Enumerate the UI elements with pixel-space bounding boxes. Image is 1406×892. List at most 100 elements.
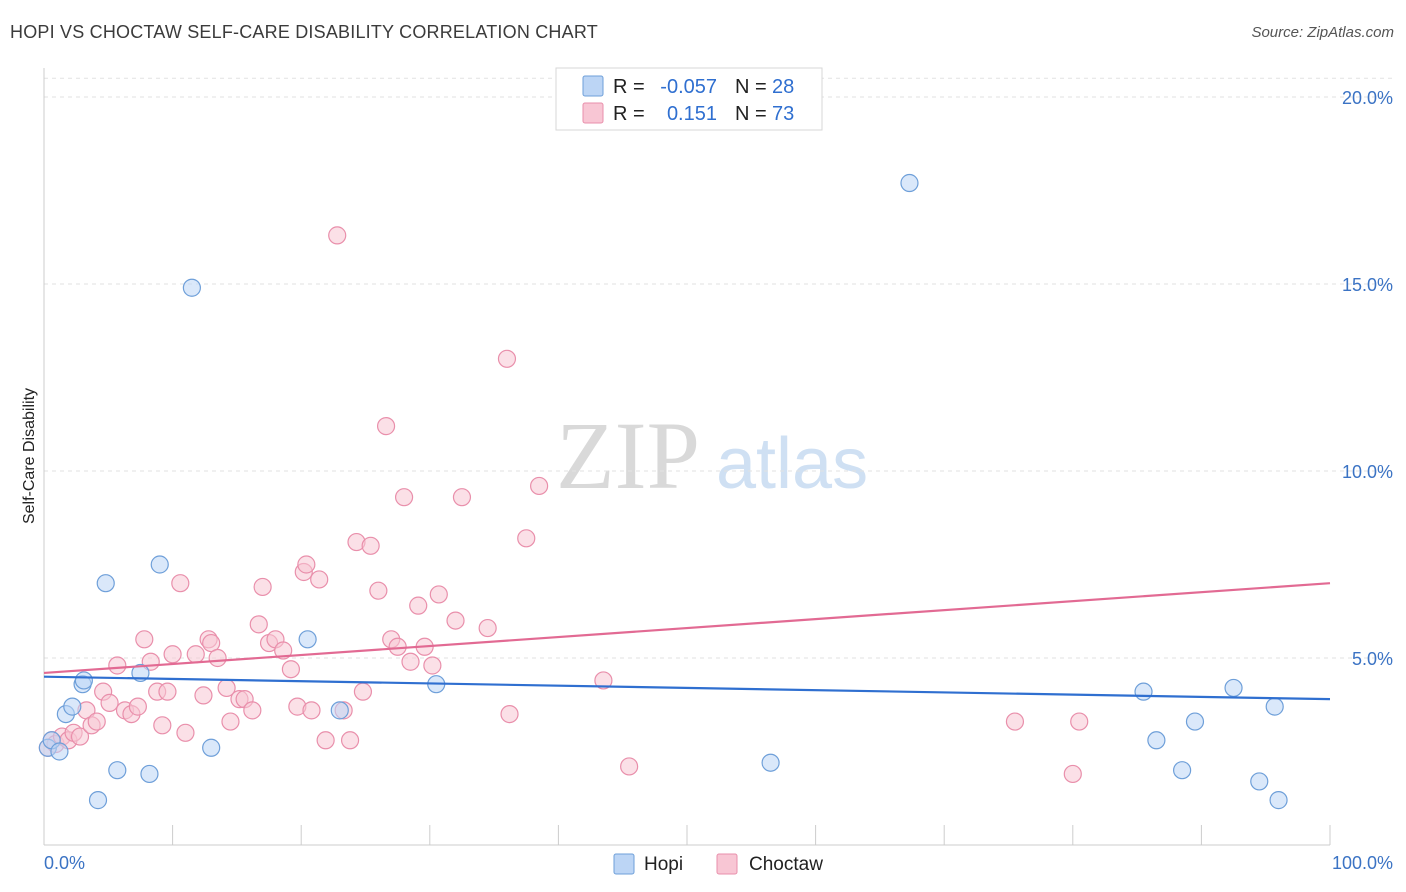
hopi-n-value: 28 <box>772 76 794 98</box>
choctaw-point <box>423 656 442 675</box>
choctaw-point <box>361 536 380 555</box>
choctaw-point <box>163 645 182 664</box>
hopi-point <box>140 764 159 784</box>
hopi-point <box>1265 697 1284 716</box>
choctaw-point <box>153 716 172 735</box>
y-tick-label: 10.0% <box>1342 462 1393 482</box>
choctaw-point <box>186 645 205 664</box>
choctaw-point <box>243 701 262 720</box>
x-tick-label-min: 0.0% <box>44 853 85 873</box>
choctaw-point <box>1063 764 1082 784</box>
hopi-legend-label: Hopi <box>644 854 683 875</box>
hopi-point <box>182 278 201 297</box>
hopi-r-value: -0.057 <box>660 76 717 98</box>
choctaw-point <box>253 577 272 597</box>
choctaw-point <box>530 476 549 496</box>
choctaw-point <box>1070 712 1089 731</box>
choctaw-point <box>158 682 177 701</box>
y-tick-label: 20.0% <box>1342 88 1393 108</box>
choctaw-point <box>108 656 127 675</box>
hopi-point <box>50 742 69 761</box>
choctaw-point <box>176 723 195 742</box>
choctaw-point <box>87 712 106 731</box>
choctaw-n-label: N = <box>735 103 767 125</box>
choctaw-point <box>394 488 414 507</box>
choctaw-point <box>310 570 329 589</box>
chart-title: HOPI VS CHOCTAW SELF-CARE DISABILITY COR… <box>10 22 598 42</box>
y-axis-title: Self-Care Disability <box>21 388 38 524</box>
choctaw-point <box>328 226 347 245</box>
hopi-point <box>330 701 349 720</box>
choctaw-point <box>500 704 519 724</box>
choctaw-point <box>221 712 240 731</box>
choctaw-point <box>128 697 147 716</box>
choctaw-point <box>340 731 360 750</box>
choctaw-point <box>194 686 213 705</box>
y-tick-label: 5.0% <box>1352 649 1393 669</box>
choctaw-trend-line <box>43 582 1331 675</box>
choctaw-point <box>249 615 268 634</box>
hopi-n-label: N = <box>735 76 767 98</box>
hopi-point <box>1173 761 1192 780</box>
choctaw-point <box>208 648 227 668</box>
y-tick-label: 15.0% <box>1342 275 1393 295</box>
choctaw-point <box>100 693 119 712</box>
y-tick-labels: 5.0% 10.0% 15.0% 20.0% <box>1342 88 1393 669</box>
gridlines <box>44 77 1393 659</box>
x-tick-label-max: 100.0% <box>1332 853 1393 873</box>
choctaw-point <box>353 682 373 701</box>
hopi-point <box>150 555 169 574</box>
choctaw-legend-icon <box>716 853 738 875</box>
choctaw-point <box>446 611 465 630</box>
watermark-atlas: atlas <box>716 424 868 504</box>
choctaw-point <box>478 618 497 638</box>
hopi-legend-icon <box>613 853 635 875</box>
hopi-point <box>96 574 115 593</box>
hopi-point <box>1224 678 1243 698</box>
hopi-trend-line <box>43 675 1331 701</box>
choctaw-point <box>429 585 448 604</box>
choctaw-point <box>302 701 321 720</box>
hopi-point <box>202 738 221 757</box>
choctaw-point <box>70 727 90 746</box>
bottom-legend: Hopi Choctaw <box>613 853 823 875</box>
choctaw-point <box>202 633 221 653</box>
watermark-zip: ZIP <box>556 402 700 509</box>
choctaw-point <box>274 641 293 660</box>
hopi-swatch-icon <box>582 75 604 97</box>
choctaw-point <box>135 630 154 649</box>
hopi-point <box>298 630 317 649</box>
choctaw-point <box>620 757 639 776</box>
choctaw-point <box>1005 712 1025 731</box>
choctaw-point <box>517 529 536 548</box>
hopi-point <box>1250 772 1269 791</box>
choctaw-point <box>401 652 420 671</box>
choctaw-r-value: 0.151 <box>667 103 717 125</box>
hopi-point <box>74 671 93 690</box>
choctaw-point <box>376 417 396 436</box>
hopi-point <box>1147 731 1166 750</box>
choctaw-n-value: 73 <box>772 103 794 125</box>
hopi-point <box>1134 682 1153 701</box>
choctaw-point <box>316 731 335 750</box>
hopi-point <box>108 761 127 780</box>
hopi-r-label: R = <box>613 76 645 98</box>
choctaw-point <box>452 488 472 507</box>
hopi-point <box>1185 712 1205 731</box>
choctaw-point <box>594 671 613 690</box>
choctaw-point <box>497 349 517 368</box>
hopi-point <box>88 791 108 810</box>
choctaw-legend-label: Choctaw <box>749 854 823 875</box>
hopi-point <box>900 173 919 193</box>
x-ticks <box>43 825 1331 845</box>
choctaw-point <box>281 660 301 679</box>
hopi-point <box>63 697 82 716</box>
hopi-point <box>761 753 780 772</box>
choctaw-swatch-icon <box>582 102 604 124</box>
choctaw-point <box>297 555 316 574</box>
hopi-point <box>1269 791 1288 810</box>
choctaw-point <box>409 596 428 615</box>
source-label: Source: ZipAtlas.com <box>1251 24 1394 41</box>
choctaw-point <box>369 581 388 600</box>
